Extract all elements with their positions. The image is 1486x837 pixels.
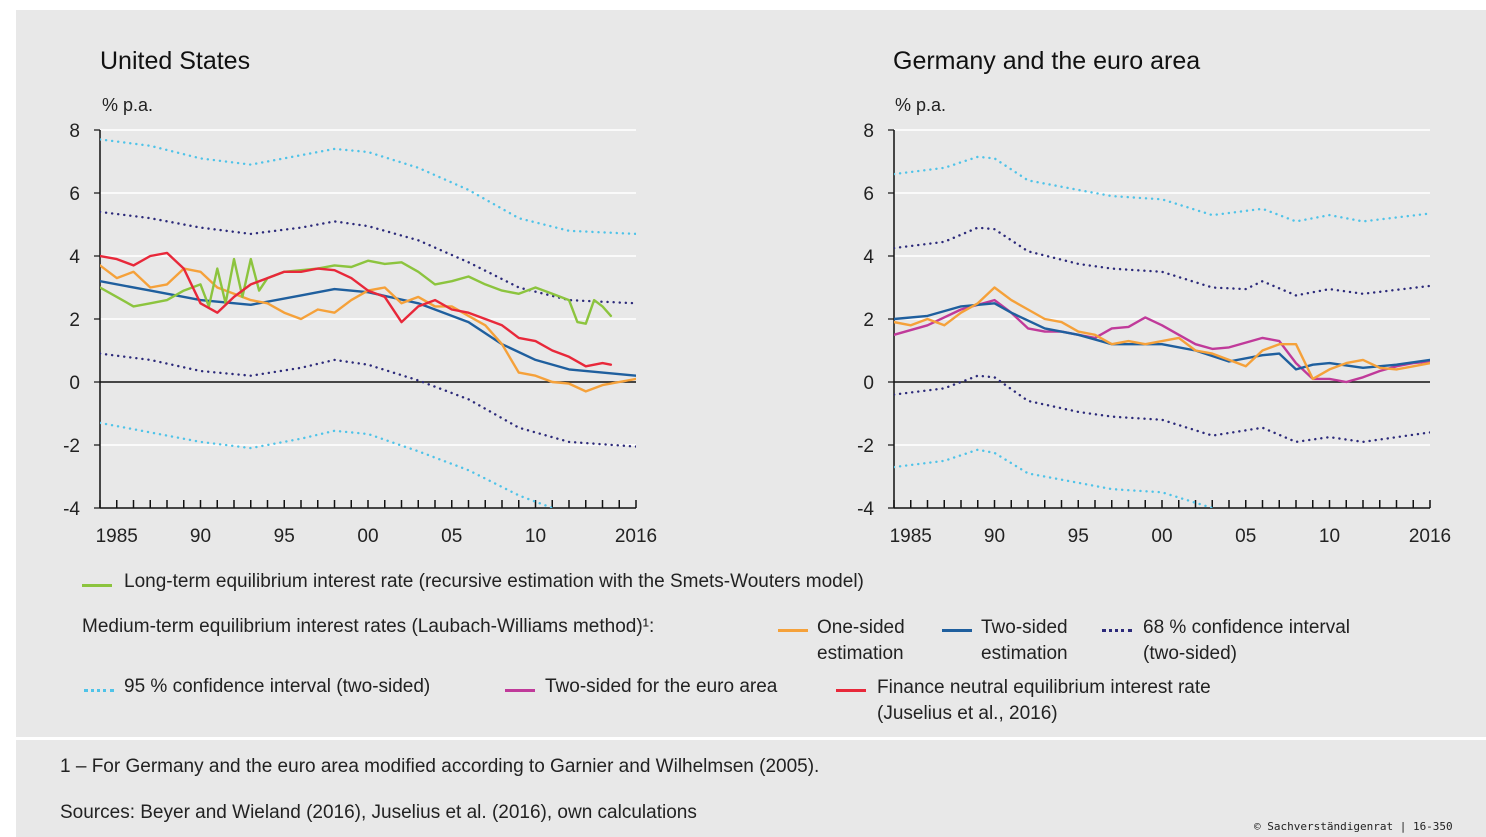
footnote: 1 – For Germany and the euro area modifi… — [60, 756, 820, 777]
plot-de: -4 -2 0 2 4 6 8 1985 90 95 00 05 10 2016 — [857, 121, 1451, 547]
y-tick-label: 4 — [863, 247, 874, 268]
series-ci95-upper — [100, 138, 636, 236]
legend-two-sided: Two-sided estimation — [981, 615, 1068, 667]
y-tick-label: 0 — [863, 373, 874, 394]
plot-us: -4 -2 0 2 4 6 8 1985 90 95 00 05 10 2016 — [63, 121, 657, 547]
y-tick-label: -4 — [857, 499, 874, 520]
x-tick-label: 05 — [1235, 526, 1256, 547]
footer — [16, 738, 1486, 837]
series-ci68-lower — [894, 374, 1430, 444]
y-tick-label: 2 — [69, 310, 80, 331]
series-ci95-lower — [894, 448, 1214, 508]
series-ci68-upper — [894, 226, 1430, 297]
legend-swatch-one-sided — [778, 629, 808, 632]
legend-swatch-two-sided-euro — [505, 689, 535, 692]
series-one_sided — [894, 286, 1430, 381]
y-unit-us: % p.a. — [102, 95, 154, 115]
y-tick-label: 2 — [863, 310, 874, 331]
y-unit-de: % p.a. — [895, 95, 947, 115]
credit: © Sachverständigenrat | 16-350 — [1254, 820, 1453, 833]
x-tick-label: 1985 — [96, 526, 138, 547]
series-two_sided — [894, 302, 1430, 371]
y-tick-label: -2 — [857, 436, 874, 457]
x-tick-label: 90 — [984, 526, 1005, 547]
x-tick-label: 1985 — [890, 526, 932, 547]
y-tick-label: 4 — [69, 247, 80, 268]
legend-two-sided-line2: estimation — [981, 643, 1068, 664]
legend-ci68: 68 % confidence interval (two-sided) — [1143, 615, 1350, 667]
x-tick-label: 2016 — [1409, 526, 1451, 547]
y-tick-label: 8 — [863, 121, 874, 142]
legend-one-sided-line1: One-sided — [817, 617, 905, 638]
y-tick-label: 8 — [69, 121, 80, 142]
legend-swatch-ci95 — [84, 689, 114, 692]
chart-title-us: United States — [100, 47, 251, 75]
legend-swatch-ci68 — [1102, 629, 1132, 632]
series-group — [894, 155, 1430, 508]
legend-swatch-two-sided — [942, 629, 972, 632]
y-tick-label: 6 — [863, 184, 874, 205]
legend-one-sided: One-sided estimation — [817, 615, 905, 667]
legend-ci68-line1: 68 % confidence interval — [1143, 617, 1351, 638]
x-tick-label: 2016 — [615, 526, 657, 547]
legend-long-term: Long-term equilibrium interest rate (rec… — [124, 571, 864, 592]
x-tick-label: 10 — [525, 526, 546, 547]
series-finance_neutral — [100, 251, 613, 368]
legend-two-sided-euro: Two-sided for the euro area — [545, 676, 778, 697]
legend-one-sided-line2: estimation — [817, 643, 904, 664]
y-tick-label: 6 — [69, 184, 80, 205]
series-two_sided_euro — [894, 298, 1430, 384]
series-ci95-upper — [894, 155, 1430, 223]
legend-finance-neutral: Finance neutral equilibrium interest rat… — [877, 675, 1211, 727]
chart-title-de: Germany and the euro area — [893, 47, 1201, 75]
series-ci68-lower — [100, 352, 636, 448]
legend-finance-neutral-line2: (Juselius et al., 2016) — [877, 703, 1058, 724]
series-long_term — [100, 257, 613, 325]
x-tick-label: 00 — [357, 526, 378, 547]
x-tick-label: 95 — [1068, 526, 1089, 547]
chart-panel — [16, 10, 1486, 737]
x-tick-label: 00 — [1151, 526, 1172, 547]
y-tick-label: -2 — [63, 436, 80, 457]
series-group — [100, 138, 636, 508]
series-two_sided — [100, 280, 636, 377]
series-ci95-lower — [100, 421, 554, 508]
x-tick-label: 05 — [441, 526, 462, 547]
y-tick-label: -4 — [63, 499, 80, 520]
series-one_sided — [100, 264, 636, 393]
legend-medium-term-intro: Medium-term equilibrium interest rates (… — [82, 616, 655, 637]
x-tick-label: 90 — [190, 526, 211, 547]
sources: Sources: Beyer and Wieland (2016), Jusel… — [60, 802, 697, 823]
legend-ci95: 95 % confidence interval (two-sided) — [124, 676, 431, 697]
legend-two-sided-line1: Two-sided — [981, 617, 1068, 638]
y-tick-label: 0 — [69, 373, 80, 394]
legend-finance-neutral-line1: Finance neutral equilibrium interest rat… — [877, 677, 1211, 698]
x-tick-label: 10 — [1319, 526, 1340, 547]
x-tick-label: 95 — [274, 526, 295, 547]
legend-swatch-finance-neutral — [836, 689, 866, 692]
legend-ci68-line2: (two-sided) — [1143, 643, 1237, 664]
legend-swatch-long-term — [82, 584, 112, 587]
